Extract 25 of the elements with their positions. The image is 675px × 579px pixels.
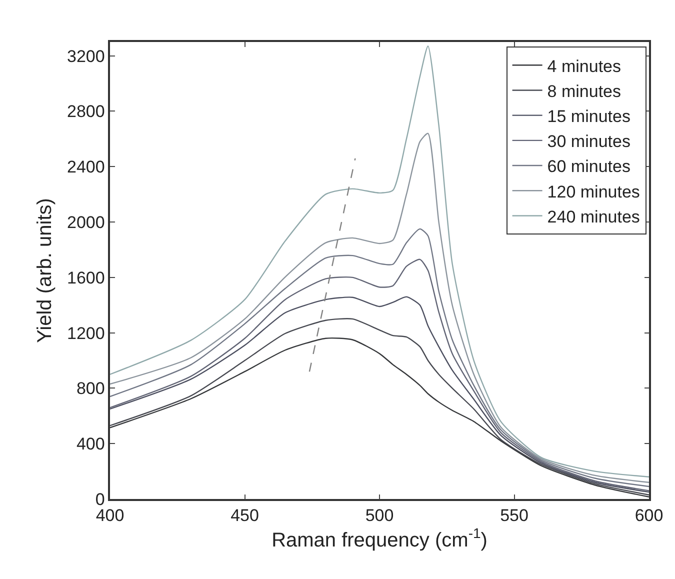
y-axis-title: Yield (arb. units) [34, 198, 56, 343]
legend-label: 30 minutes [547, 132, 630, 152]
y-tick-label: 2000 [67, 212, 105, 232]
y-tick-label: 2400 [67, 158, 105, 177]
legend-label: 240 minutes [547, 207, 640, 226]
legend-label: 4 minutes [547, 56, 622, 76]
y-tick-label: 800 [76, 379, 105, 398]
legend-label: 60 minutes [547, 157, 630, 176]
y-tick-label: 2800 [67, 102, 105, 122]
line-series [110, 132, 649, 483]
x-tick-label: 400 [96, 506, 124, 526]
x-axis-title: Raman frequency (cm$^{-1}$) [272, 525, 488, 552]
y-tick-label: 0 [95, 490, 105, 509]
line-series [110, 46, 649, 478]
x-tick-label: 500 [365, 506, 394, 526]
legend-label: 120 minutes [547, 182, 640, 202]
legend-label: 15 minutes [547, 106, 630, 126]
x-tick-label: 550 [500, 506, 528, 526]
legend-label: 8 minutes [547, 82, 622, 101]
y-tick-label: 3200 [67, 46, 105, 66]
x-tick-label: 450 [230, 506, 259, 526]
x-tick-label: 600 [634, 506, 664, 526]
y-tick-label: 1600 [67, 268, 105, 288]
y-tick-label: 1200 [67, 324, 105, 343]
y-tick-label: 400 [76, 434, 105, 454]
